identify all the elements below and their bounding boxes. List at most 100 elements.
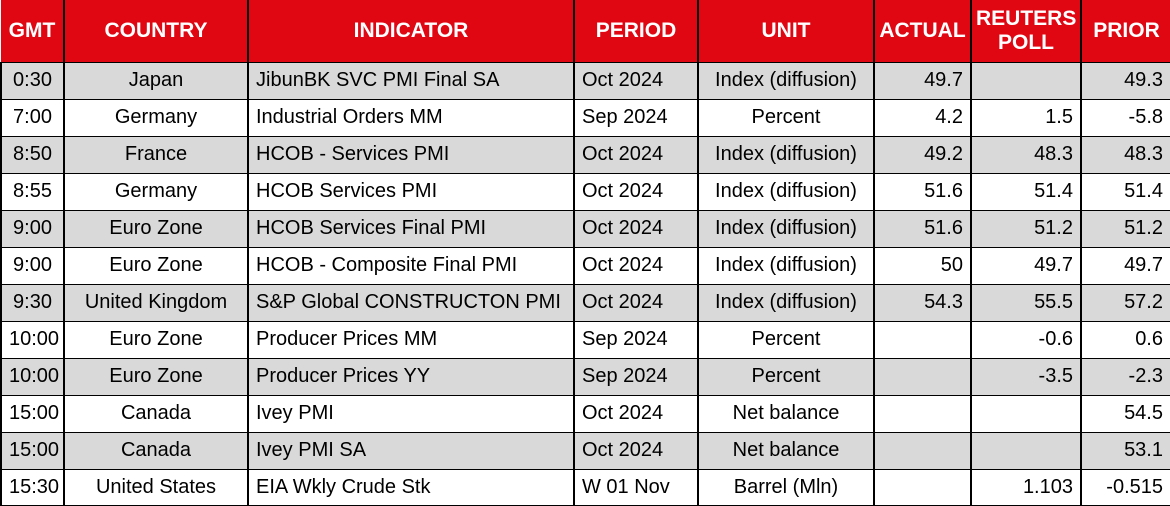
cell-actual — [873, 394, 972, 433]
cell-poll: 51.2 — [970, 209, 1082, 248]
cell-poll — [970, 394, 1082, 433]
cell-country: Canada — [63, 431, 249, 470]
cell-indicator: Producer Prices YY — [247, 357, 575, 396]
cell-gmt: 7:00 — [0, 98, 65, 137]
cell-unit: Index (diffusion) — [697, 135, 875, 174]
cell-prior: 48.3 — [1080, 135, 1170, 174]
cell-actual: 50 — [873, 246, 972, 285]
cell-country: Euro Zone — [63, 320, 249, 359]
cell-indicator: HCOB Services Final PMI — [247, 209, 575, 248]
table-row: 10:00 Euro Zone Producer Prices YY Sep 2024… — [0, 357, 1170, 396]
cell-period: Oct 2024 — [573, 135, 699, 174]
cell-unit: Net balance — [697, 431, 875, 470]
cell-indicator: JibunBK SVC PMI Final SA — [247, 61, 575, 100]
column-header-indicator: INDICATOR — [247, 0, 575, 63]
cell-actual — [873, 320, 972, 359]
cell-poll: 51.4 — [970, 172, 1082, 211]
cell-period: Sep 2024 — [573, 320, 699, 359]
cell-unit: Index (diffusion) — [697, 61, 875, 100]
cell-indicator: Ivey PMI SA — [247, 431, 575, 470]
cell-actual: 51.6 — [873, 209, 972, 248]
cell-period: Sep 2024 — [573, 357, 699, 396]
table-row: 15:00 Canada Ivey PMI Oct 2024 Net balance 54… — [0, 394, 1170, 433]
table-body: 0:30 Japan JibunBK SVC PMI Final SA Oct 202… — [0, 61, 1170, 506]
cell-indicator: Ivey PMI — [247, 394, 575, 433]
cell-gmt: 8:55 — [0, 172, 65, 211]
cell-period: W 01 Nov — [573, 468, 699, 506]
cell-country: Japan — [63, 61, 249, 100]
cell-prior: 57.2 — [1080, 283, 1170, 322]
cell-gmt: 9:00 — [0, 246, 65, 285]
cell-period: Oct 2024 — [573, 431, 699, 470]
cell-country: Canada — [63, 394, 249, 433]
column-header-prior: PRIOR — [1080, 0, 1170, 63]
cell-country: Euro Zone — [63, 357, 249, 396]
cell-actual: 51.6 — [873, 172, 972, 211]
cell-period: Oct 2024 — [573, 394, 699, 433]
cell-unit: Index (diffusion) — [697, 209, 875, 248]
table-row: 9:00 Euro Zone HCOB Services Final PMI Oct … — [0, 209, 1170, 248]
cell-poll: 49.7 — [970, 246, 1082, 285]
cell-indicator: Producer Prices MM — [247, 320, 575, 359]
cell-country: France — [63, 135, 249, 174]
table-row: 0:30 Japan JibunBK SVC PMI Final SA Oct 202… — [0, 61, 1170, 100]
cell-poll: 55.5 — [970, 283, 1082, 322]
column-header-actual: ACTUAL — [873, 0, 972, 63]
cell-indicator: HCOB Services PMI — [247, 172, 575, 211]
cell-period: Oct 2024 — [573, 209, 699, 248]
cell-country: Germany — [63, 98, 249, 137]
cell-poll: 48.3 — [970, 135, 1082, 174]
cell-gmt: 15:30 — [0, 468, 65, 506]
cell-actual — [873, 468, 972, 506]
column-header-unit: UNIT — [697, 0, 875, 63]
cell-unit: Barrel (Mln) — [697, 468, 875, 506]
cell-indicator: Industrial Orders MM — [247, 98, 575, 137]
cell-prior: 51.2 — [1080, 209, 1170, 248]
cell-actual: 54.3 — [873, 283, 972, 322]
cell-gmt: 9:30 — [0, 283, 65, 322]
cell-actual — [873, 431, 972, 470]
cell-prior: 51.4 — [1080, 172, 1170, 211]
cell-gmt: 8:50 — [0, 135, 65, 174]
table-row: 9:30 United Kingdom S&P Global CONSTRUCTON… — [0, 283, 1170, 322]
table-row: 8:55 Germany HCOB Services PMI Oct 2024 Inde… — [0, 172, 1170, 211]
cell-prior: 49.3 — [1080, 61, 1170, 100]
cell-indicator: EIA Wkly Crude Stk — [247, 468, 575, 506]
cell-period: Oct 2024 — [573, 283, 699, 322]
cell-poll: -0.6 — [970, 320, 1082, 359]
cell-actual — [873, 357, 972, 396]
cell-gmt: 0:30 — [0, 61, 65, 100]
cell-indicator: HCOB - Composite Final PMI — [247, 246, 575, 285]
cell-actual: 49.2 — [873, 135, 972, 174]
cell-gmt: 10:00 — [0, 320, 65, 359]
table-row: 8:50 France HCOB - Services PMI Oct 2024 Ind… — [0, 135, 1170, 174]
cell-unit: Index (diffusion) — [697, 283, 875, 322]
cell-period: Oct 2024 — [573, 172, 699, 211]
cell-period: Oct 2024 — [573, 246, 699, 285]
cell-prior: 49.7 — [1080, 246, 1170, 285]
cell-actual: 4.2 — [873, 98, 972, 137]
table-row: 7:00 Germany Industrial Orders MM Sep 2024 P… — [0, 98, 1170, 137]
header-row: GMT COUNTRY INDICATOR PERIOD UNIT ACTUAL… — [1, 0, 1170, 63]
column-header-reuters-poll: REUTERS POLL — [970, 0, 1082, 63]
cell-unit: Index (diffusion) — [697, 246, 875, 285]
cell-country: Euro Zone — [63, 209, 249, 248]
cell-poll: -3.5 — [970, 357, 1082, 396]
cell-country: Germany — [63, 172, 249, 211]
cell-unit: Index (diffusion) — [697, 172, 875, 211]
cell-country: United Kingdom — [63, 283, 249, 322]
cell-prior: 54.5 — [1080, 394, 1170, 433]
cell-poll: 1.5 — [970, 98, 1082, 137]
table-row: 10:00 Euro Zone Producer Prices MM Sep 2024… — [0, 320, 1170, 359]
cell-unit: Percent — [697, 357, 875, 396]
column-header-gmt: GMT — [1, 0, 65, 63]
cell-gmt: 15:00 — [0, 394, 65, 433]
cell-gmt: 15:00 — [0, 431, 65, 470]
cell-gmt: 9:00 — [0, 209, 65, 248]
table-row: 15:30 United States EIA Wkly Crude Stk W 01… — [0, 468, 1170, 506]
cell-poll — [970, 61, 1082, 100]
cell-indicator: S&P Global CONSTRUCTON PMI — [247, 283, 575, 322]
cell-prior: 53.1 — [1080, 431, 1170, 470]
